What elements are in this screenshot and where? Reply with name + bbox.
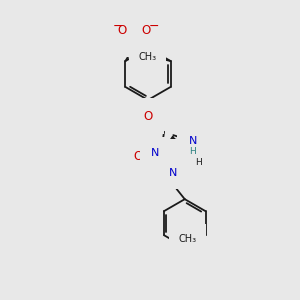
Text: N: N bbox=[130, 32, 139, 46]
Text: N: N bbox=[151, 148, 159, 158]
Text: N: N bbox=[182, 151, 190, 164]
Text: O: O bbox=[118, 25, 127, 38]
Text: N: N bbox=[189, 136, 197, 146]
Text: CH₃: CH₃ bbox=[178, 234, 196, 244]
Text: H: H bbox=[190, 148, 196, 157]
Text: CH₃: CH₃ bbox=[139, 52, 157, 62]
Text: O: O bbox=[143, 110, 153, 122]
Text: O: O bbox=[134, 151, 142, 164]
Text: O: O bbox=[142, 25, 151, 38]
Text: −: − bbox=[112, 20, 123, 32]
Text: H: H bbox=[195, 158, 202, 167]
Text: −: − bbox=[148, 20, 159, 32]
Text: N: N bbox=[169, 168, 177, 178]
